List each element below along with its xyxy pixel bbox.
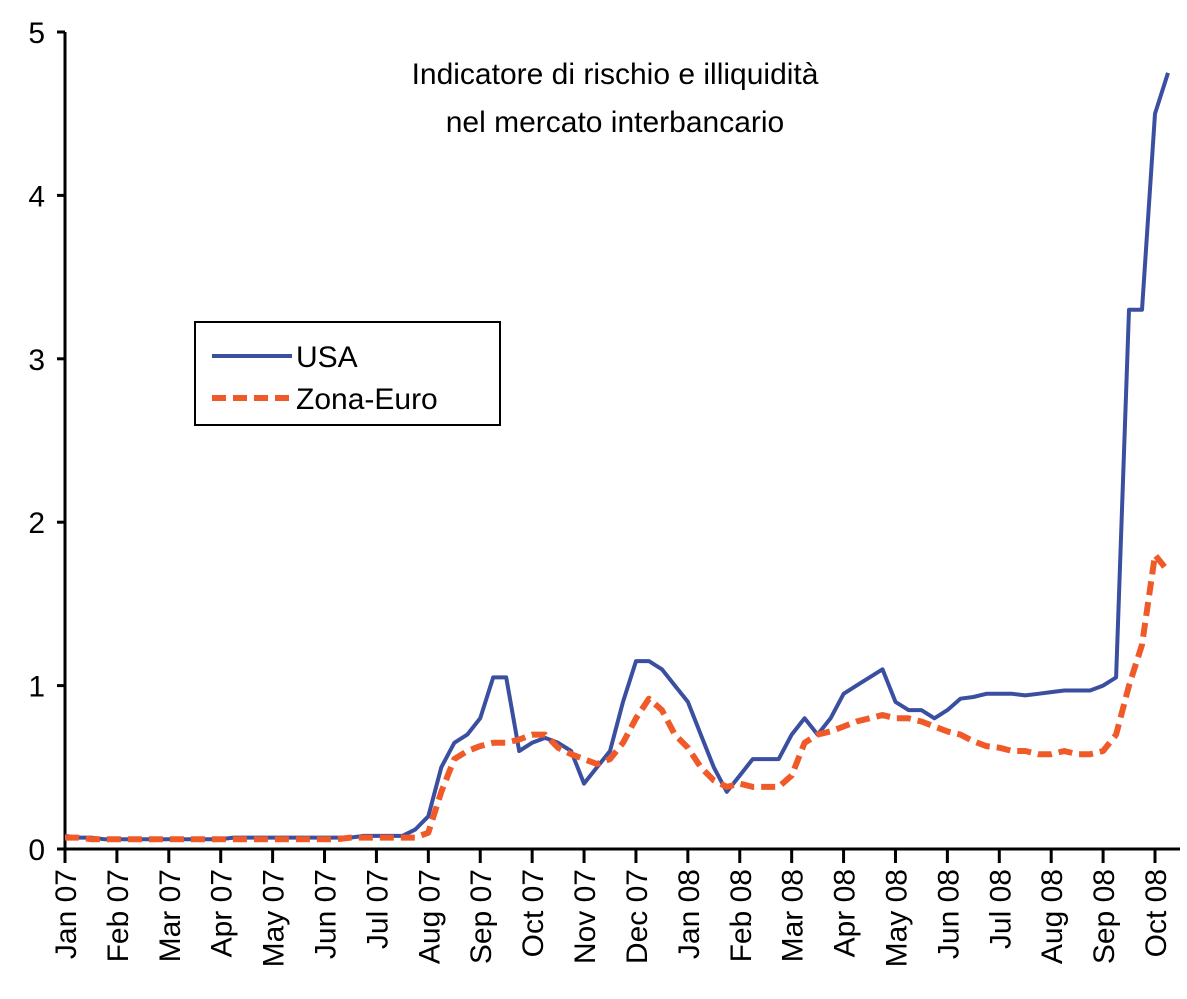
- y-tick-label: 3: [28, 344, 45, 377]
- x-tick-label: Aug 07: [413, 869, 446, 964]
- x-tick-label: May 08: [880, 869, 913, 967]
- x-tick-label: Jul 08: [984, 869, 1017, 949]
- x-tick-label: Aug 08: [1036, 869, 1069, 964]
- legend-label: USA: [296, 341, 358, 374]
- x-tick-label: Nov 07: [569, 869, 602, 964]
- x-tick-label: Jun 08: [932, 869, 965, 959]
- legend-label: Zona-Euro: [296, 383, 438, 416]
- x-tick-label: Apr 07: [206, 869, 239, 957]
- x-tick-label: Sep 08: [1088, 869, 1121, 964]
- x-tick-label: Dec 07: [621, 869, 654, 964]
- legend: [194, 321, 501, 426]
- x-tick-label: Sep 07: [465, 869, 498, 964]
- y-tick-label: 4: [28, 180, 45, 213]
- x-tick-label: Feb 08: [725, 869, 758, 962]
- x-tick-label: Jul 07: [361, 869, 394, 949]
- chart-title: Indicatore di rischio e illiquidità: [412, 58, 819, 91]
- y-tick-label: 2: [28, 507, 45, 540]
- x-tick-label: Jan 07: [50, 869, 83, 959]
- chart-subtitle: nel mercato interbancario: [446, 106, 785, 139]
- x-tick-label: Jan 08: [673, 869, 706, 959]
- x-tick-label: Apr 08: [829, 869, 862, 957]
- y-tick-label: 5: [28, 17, 45, 50]
- x-tick-label: Mar 07: [154, 869, 187, 962]
- x-tick-label: May 07: [258, 869, 291, 967]
- x-tick-label: Jun 07: [310, 869, 343, 959]
- y-tick-label: 0: [28, 834, 45, 867]
- x-tick-label: Feb 07: [102, 869, 135, 962]
- series-line: [64, 72, 1170, 842]
- series-line: [65, 551, 1171, 843]
- x-tick-label: Oct 07: [517, 869, 550, 957]
- y-tick-label: 1: [28, 671, 45, 704]
- x-tick-label: Mar 08: [777, 869, 810, 962]
- x-tick-label: Oct 08: [1140, 869, 1173, 957]
